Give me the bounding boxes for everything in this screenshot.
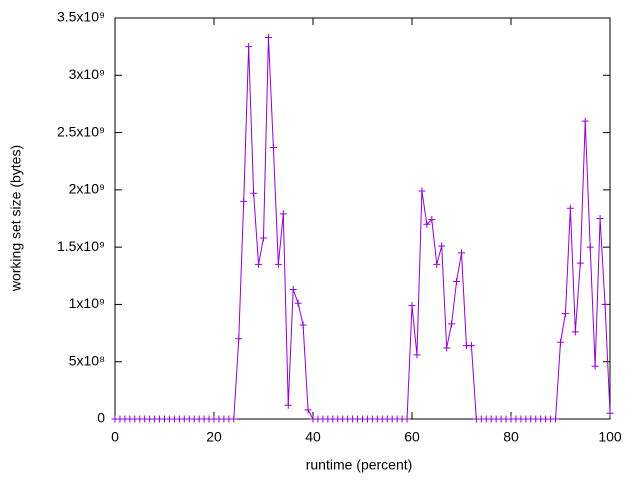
data-point — [418, 187, 426, 195]
data-point — [235, 335, 243, 343]
data-point — [413, 351, 421, 359]
x-tick-label: 100 — [598, 429, 622, 445]
data-point — [423, 220, 431, 228]
data-point — [428, 216, 436, 224]
y-tick-label: 3.5x10⁹ — [57, 9, 105, 25]
data-point — [294, 299, 302, 307]
data-point — [453, 278, 461, 286]
data-point — [245, 43, 253, 51]
data-point — [443, 344, 451, 352]
data-point — [596, 215, 604, 222]
data-point — [279, 210, 287, 218]
data-point — [299, 321, 307, 329]
data-point — [304, 406, 312, 414]
x-tick-label: 20 — [206, 429, 222, 445]
data-point — [408, 302, 416, 310]
data-point — [571, 328, 579, 336]
data-point — [591, 362, 599, 370]
x-axis-title: runtime (percent) — [306, 457, 413, 473]
data-point — [289, 286, 297, 294]
data-point — [581, 117, 589, 125]
data-point — [601, 300, 609, 308]
data-point — [561, 310, 569, 318]
y-tick-label: 1x10⁹ — [69, 295, 105, 311]
data-point — [557, 338, 564, 346]
data-point — [255, 260, 263, 268]
y-tick-label: 2.5x10⁹ — [57, 123, 105, 139]
y-tick-label: 3x10⁹ — [69, 66, 105, 82]
data-point — [433, 260, 441, 268]
data-point — [606, 409, 614, 417]
y-tick-label: 5x10⁸ — [69, 352, 105, 368]
x-tick-label: 0 — [111, 429, 119, 445]
data-point — [467, 342, 475, 350]
data-point — [284, 401, 292, 409]
data-point — [230, 415, 238, 423]
data-point — [274, 260, 282, 268]
data-point — [438, 242, 446, 250]
data-point — [264, 33, 272, 41]
data-point — [448, 320, 456, 328]
data-point — [586, 243, 594, 251]
data-point — [240, 197, 248, 205]
data-point — [552, 415, 560, 423]
y-tick-label: 0 — [97, 410, 105, 426]
y-tick-label: 1.5x10⁹ — [57, 238, 105, 254]
data-point — [260, 234, 267, 242]
x-tick-label: 80 — [503, 429, 519, 445]
x-tick-label: 40 — [305, 429, 321, 445]
x-tick-label: 60 — [404, 429, 420, 445]
y-axis-title: working set size (bytes) — [8, 145, 24, 292]
data-point — [458, 249, 465, 257]
data-point — [250, 189, 258, 197]
data-point — [403, 415, 411, 423]
y-tick-label: 2x10⁹ — [69, 181, 105, 197]
data-point — [576, 259, 584, 267]
data-point — [269, 143, 277, 151]
data-point — [566, 204, 574, 212]
